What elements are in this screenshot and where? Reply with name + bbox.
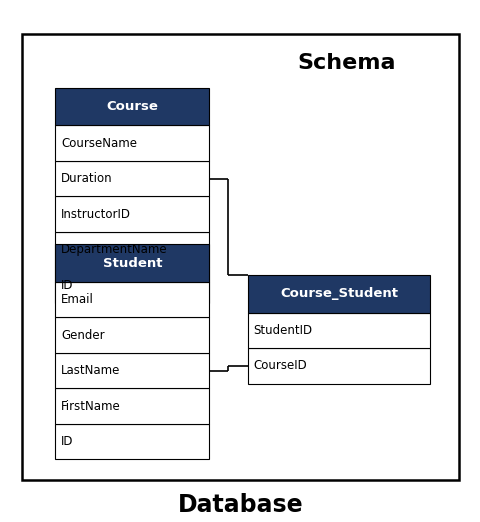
Text: DepartmentName: DepartmentName (61, 243, 168, 256)
Bar (55, 244, 209, 282)
Text: Gender: Gender (61, 329, 105, 341)
Text: Student: Student (102, 257, 162, 269)
Bar (55, 125, 209, 161)
Bar (55, 161, 209, 196)
Bar (55, 353, 209, 388)
Text: Email: Email (61, 293, 94, 306)
Bar (55, 232, 209, 267)
Bar (55, 88, 209, 125)
Bar (55, 388, 209, 424)
Bar (55, 282, 209, 317)
Text: LastName: LastName (61, 364, 120, 377)
Text: Course_Student: Course_Student (279, 288, 397, 300)
Text: CourseName: CourseName (61, 137, 137, 149)
Bar (55, 196, 209, 232)
Bar (247, 275, 430, 313)
Text: Duration: Duration (61, 172, 112, 185)
Bar (55, 317, 209, 353)
Text: StudentID: StudentID (253, 324, 312, 337)
Text: Database: Database (177, 493, 303, 517)
Bar (247, 348, 430, 384)
Bar (55, 267, 209, 303)
Text: Schema: Schema (297, 53, 395, 73)
Text: Course: Course (106, 100, 158, 113)
Text: CourseID: CourseID (253, 360, 307, 372)
Bar (247, 313, 430, 348)
Bar (55, 424, 209, 459)
Bar (22, 34, 458, 480)
Text: FirstName: FirstName (61, 400, 120, 412)
Text: InstructorID: InstructorID (61, 208, 131, 220)
Text: ID: ID (61, 279, 73, 291)
Text: ID: ID (61, 435, 73, 448)
